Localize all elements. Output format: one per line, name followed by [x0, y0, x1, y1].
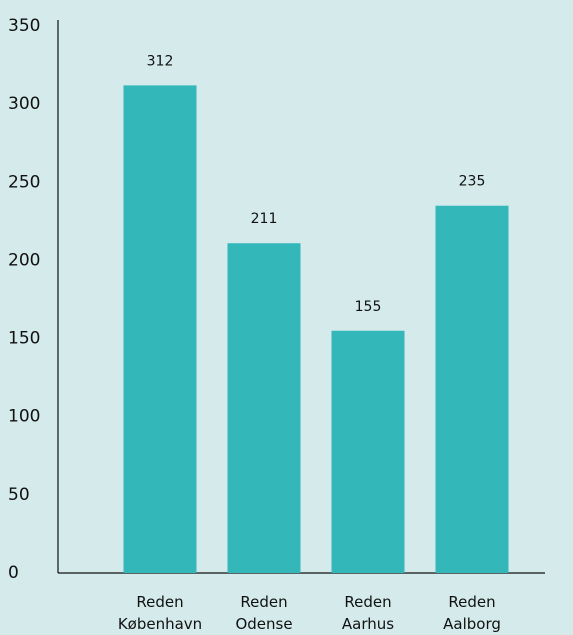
y-tick-label: 250	[8, 172, 40, 192]
x-tick-label: Reden Aarhus	[342, 593, 394, 633]
bar	[227, 243, 301, 574]
value-label: 312	[147, 53, 174, 69]
bar	[123, 85, 197, 573]
y-tick-label: 50	[8, 485, 30, 505]
y-tick-label: 350	[8, 16, 40, 36]
bar	[331, 330, 405, 573]
x-tick-label: Reden Aalborg	[443, 593, 501, 633]
value-label: 211	[251, 211, 278, 227]
value-label: 155	[355, 299, 382, 315]
x-tick-label: Reden Odense	[235, 593, 292, 633]
y-tick-label: 150	[8, 329, 40, 349]
y-tick-label: 0	[8, 563, 19, 583]
bar	[435, 205, 509, 573]
value-label: 235	[459, 174, 486, 190]
y-tick-label: 300	[8, 94, 40, 114]
x-tick-label: Reden København	[118, 593, 202, 633]
y-tick-label: 100	[8, 407, 40, 427]
y-tick-label: 200	[8, 250, 40, 270]
